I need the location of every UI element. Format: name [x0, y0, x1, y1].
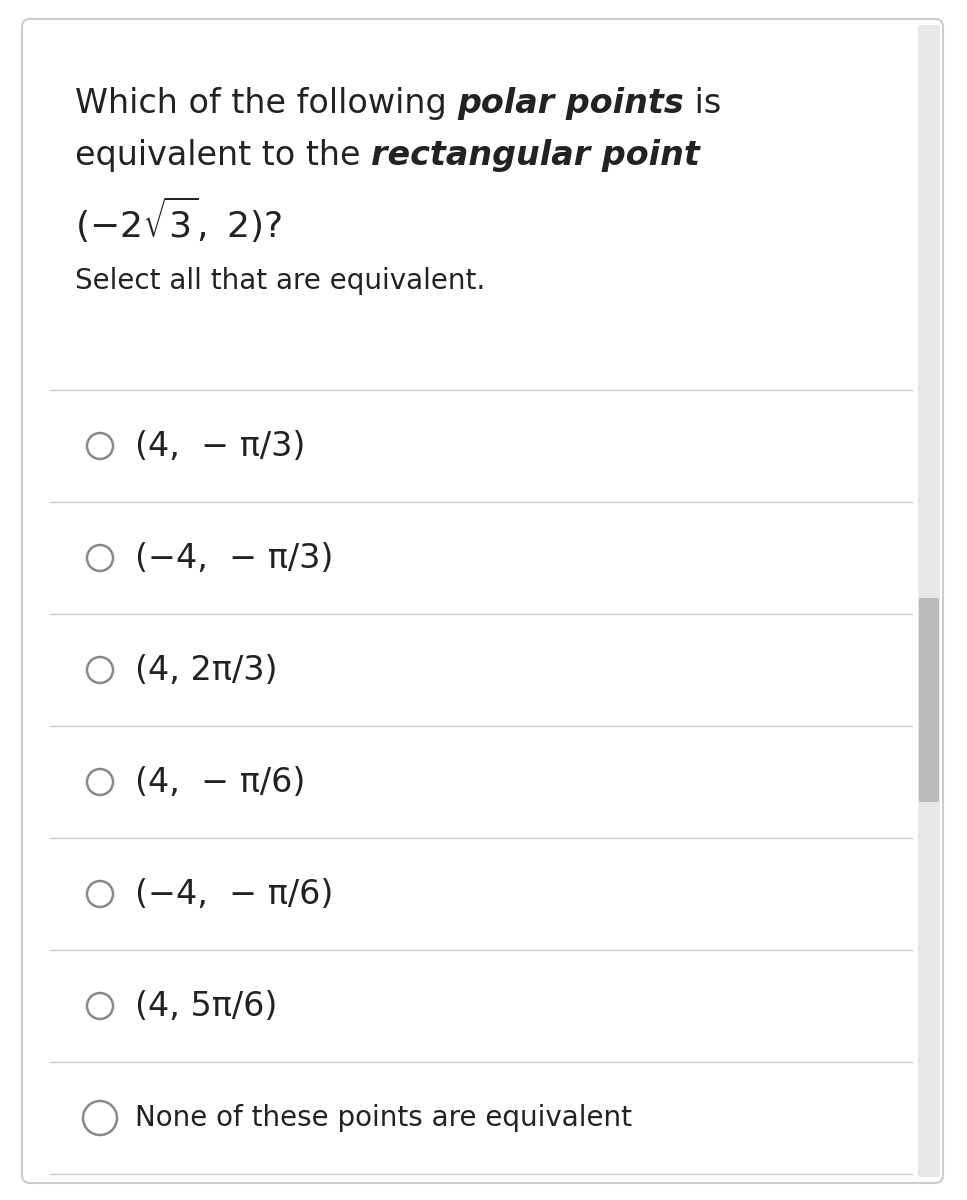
Text: is: is: [684, 86, 721, 120]
Text: (4,  − π/6): (4, − π/6): [135, 766, 306, 798]
Text: None of these points are equivalent: None of these points are equivalent: [135, 1104, 632, 1132]
Text: (4,  − π/3): (4, − π/3): [135, 430, 306, 462]
Text: equivalent to the: equivalent to the: [75, 139, 371, 172]
Text: (4, 2π/3): (4, 2π/3): [135, 654, 278, 686]
Text: Which of the following: Which of the following: [75, 86, 457, 120]
FancyBboxPatch shape: [919, 598, 939, 802]
Text: rectangular point: rectangular point: [371, 139, 700, 172]
Text: polar points: polar points: [457, 86, 684, 120]
Text: Select all that are equivalent.: Select all that are equivalent.: [75, 266, 485, 295]
FancyBboxPatch shape: [918, 25, 940, 1177]
Text: (4, 5π/6): (4, 5π/6): [135, 990, 278, 1022]
Text: (−4,  − π/6): (−4, − π/6): [135, 877, 334, 911]
Text: $(-2\sqrt{3},\ 2)$?: $(-2\sqrt{3},\ 2)$?: [75, 194, 282, 245]
FancyBboxPatch shape: [22, 19, 943, 1183]
Text: (−4,  − π/3): (−4, − π/3): [135, 541, 334, 575]
